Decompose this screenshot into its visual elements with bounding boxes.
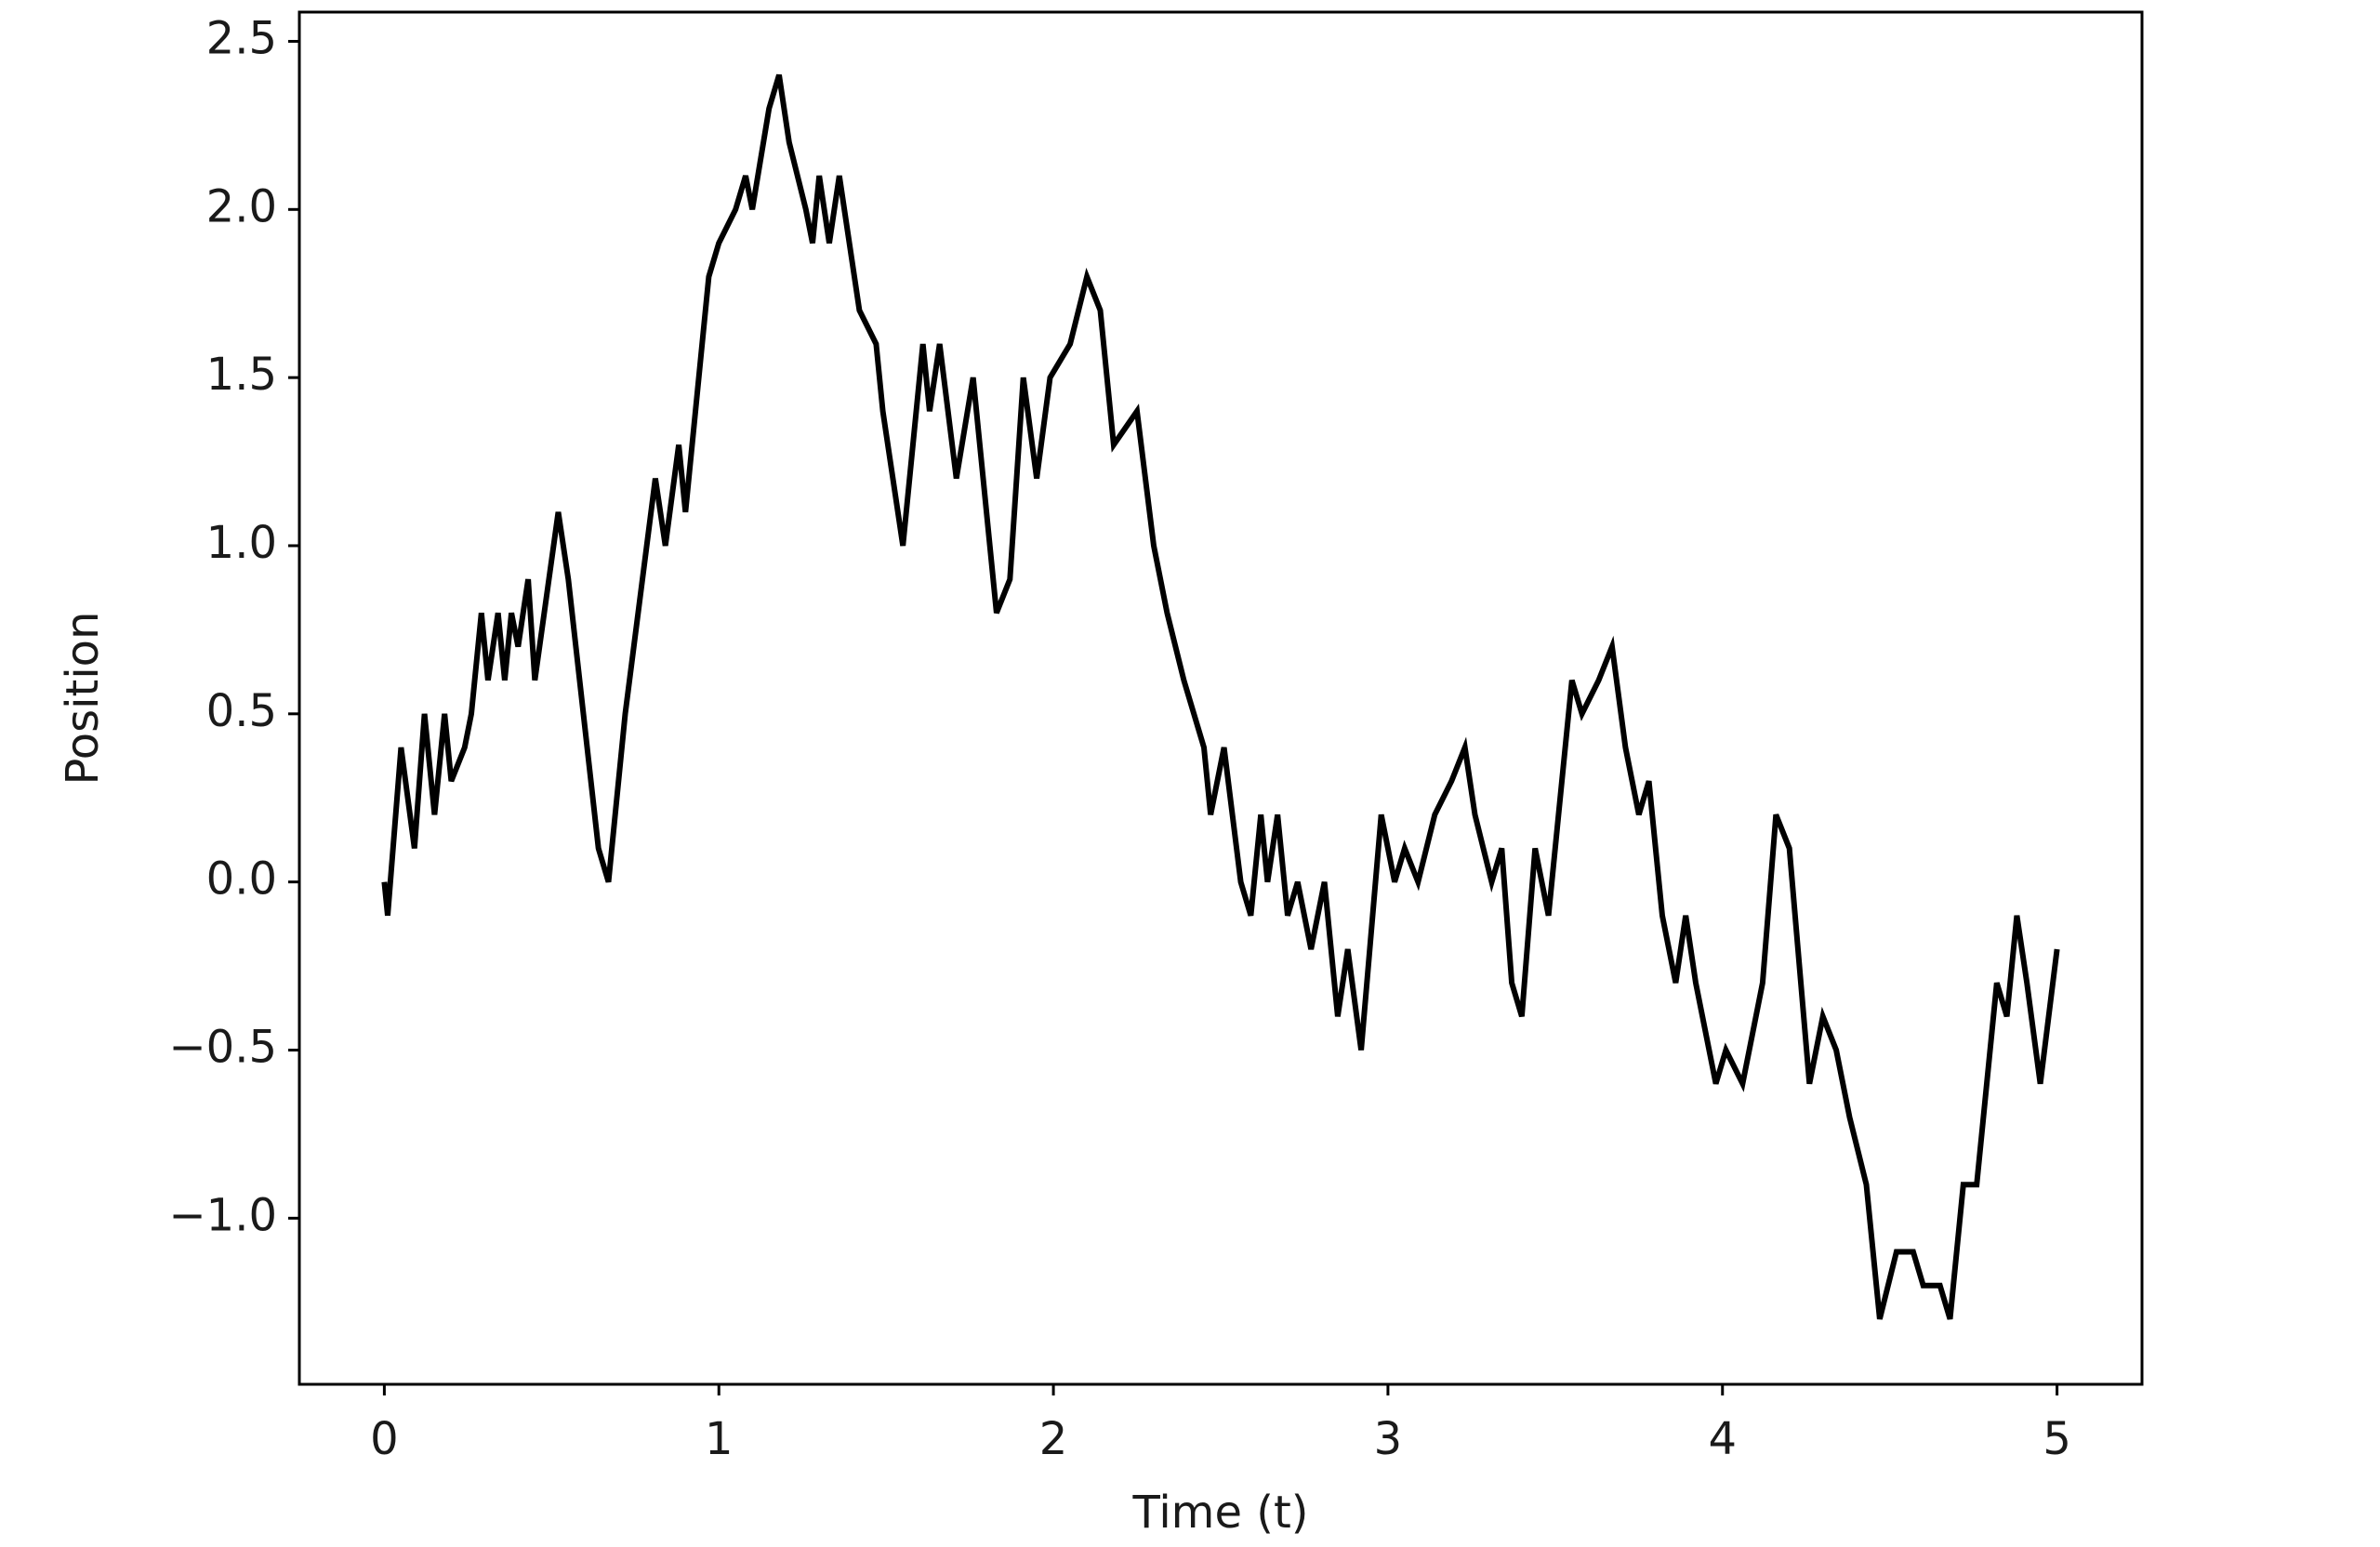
y-tick-label: 1.5 [206,349,277,401]
plot-frame [298,10,2144,1386]
x-tick-label: 5 [2043,1413,2071,1465]
y-tick-label: 2.5 [206,12,277,64]
y-tick-label: 0.5 [206,685,277,737]
x-tick-label: 0 [370,1413,399,1465]
x-tick-label: 4 [1708,1413,1737,1465]
x-tick-label: 2 [1039,1413,1068,1465]
y-tick-label: 1.0 [206,517,277,569]
data-line [381,73,2060,1320]
y-tick-label: 2.0 [206,180,277,232]
x-tick-label: 1 [705,1413,734,1465]
y-tick-label: −1.0 [168,1189,277,1241]
y-axis-label: Position [57,612,109,786]
x-axis-label: Time (t) [1132,1487,1309,1539]
y-tick-label: 0.0 [206,853,277,906]
x-tick-label: 3 [1374,1413,1403,1465]
y-tick-label: −0.5 [168,1021,277,1073]
